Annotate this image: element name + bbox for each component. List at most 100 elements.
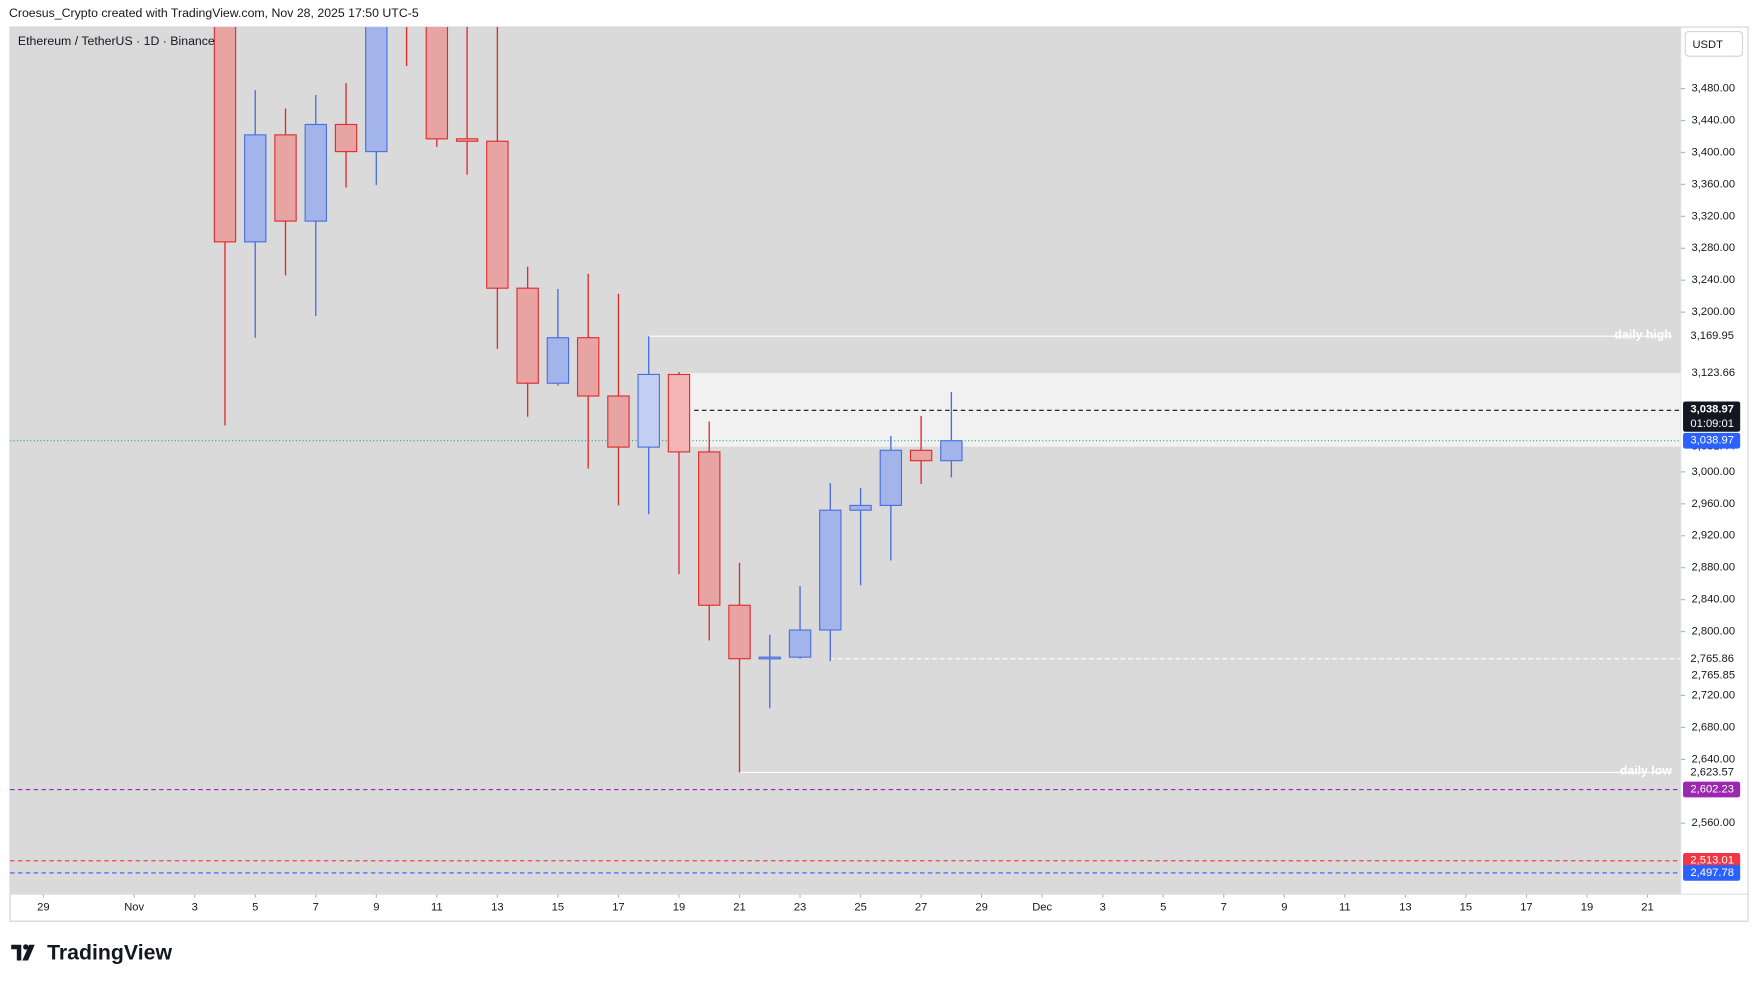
candle-body bbox=[940, 440, 963, 462]
axis-label-box bbox=[1683, 865, 1741, 881]
candle-body bbox=[879, 449, 903, 506]
currency-label[interactable]: USDT bbox=[1692, 39, 1723, 51]
y-tick-label: 2,720.00 bbox=[1692, 689, 1736, 701]
candle-body bbox=[455, 138, 479, 142]
logo-shape bbox=[11, 944, 22, 961]
logo-shape bbox=[22, 944, 35, 961]
y-tick-label: 2,880.00 bbox=[1692, 562, 1736, 574]
x-tick-label: 3 bbox=[1100, 902, 1106, 914]
x-tick-label: 25 bbox=[854, 902, 866, 914]
level-axis-label: 2,765.86 bbox=[1690, 653, 1734, 665]
x-tick-label: 19 bbox=[673, 902, 685, 914]
countdown-time: 01:09:01 bbox=[1690, 418, 1734, 430]
level-annotation: daily low bbox=[1620, 764, 1672, 778]
x-tick-label: 13 bbox=[1399, 902, 1411, 914]
y-tick-label: 3,200.00 bbox=[1692, 306, 1736, 318]
level-axis-label: 2,623.57 bbox=[1690, 766, 1734, 778]
candle-body bbox=[637, 373, 660, 448]
zone-axis-label: 3,123.66 bbox=[1692, 367, 1736, 379]
y-tick-label: 2,920.00 bbox=[1692, 530, 1736, 542]
x-tick-label: 17 bbox=[612, 902, 624, 914]
candle-body bbox=[698, 451, 721, 606]
x-tick-label: 11 bbox=[1339, 902, 1351, 914]
extra-axis-label: 2,765.85 bbox=[1692, 670, 1736, 682]
x-tick-label: 29 bbox=[975, 902, 987, 914]
x-tick-label: 9 bbox=[1281, 902, 1287, 914]
level-axis-label: 2,497.78 bbox=[1690, 867, 1734, 879]
frame bbox=[9, 26, 1749, 922]
level-axis-label: 3,169.95 bbox=[1690, 330, 1734, 342]
axis-layer: 3,480.00 3,440.00 3,400.00 3,360.00 3,320.00… bbox=[37, 82, 1746, 914]
level-axis-label: 2,602.23 bbox=[1690, 783, 1734, 795]
axis-label-box bbox=[1683, 764, 1741, 781]
axis-label-box bbox=[1683, 328, 1741, 344]
y-tick-label: 3,320.00 bbox=[1692, 210, 1736, 222]
axis-label-box bbox=[1683, 651, 1741, 667]
candle-body bbox=[576, 337, 600, 397]
y-tick-label: 3,000.00 bbox=[1692, 466, 1736, 478]
brand-logo bbox=[11, 944, 35, 961]
x-tick-label: 19 bbox=[1581, 902, 1593, 914]
candle-body bbox=[274, 134, 297, 222]
y-tick-label: 2,560.00 bbox=[1692, 817, 1736, 829]
x-tick-label: 17 bbox=[1520, 902, 1532, 914]
candle-body bbox=[244, 134, 267, 243]
x-tick-label: Dec bbox=[1032, 902, 1052, 914]
y-tick-label: 3,440.00 bbox=[1692, 114, 1736, 126]
candle-body bbox=[486, 140, 509, 289]
candle-body bbox=[365, 27, 388, 153]
y-tick-label: 3,240.00 bbox=[1692, 274, 1736, 286]
candle-body bbox=[334, 123, 358, 153]
logo-shape bbox=[23, 944, 29, 950]
symbol-title: Ethereum / TetherUS · 1D · Binance bbox=[18, 34, 215, 48]
x-tick-label: 23 bbox=[794, 902, 806, 914]
x-tick-label: 29 bbox=[37, 902, 49, 914]
x-tick-label: 21 bbox=[1641, 902, 1653, 914]
x-tick-label: Nov bbox=[124, 902, 144, 914]
candle-body bbox=[304, 123, 327, 222]
axis-label-box bbox=[1683, 667, 1746, 684]
x-tick-label: 7 bbox=[1221, 902, 1227, 914]
x-tick-label: 13 bbox=[491, 902, 503, 914]
countdown-price: 3,038.97 bbox=[1690, 403, 1734, 415]
x-tick-label: 3 bbox=[192, 902, 198, 914]
level-axis-label: 2,513.01 bbox=[1690, 855, 1734, 867]
candle-body bbox=[546, 337, 570, 384]
x-tick-label: 15 bbox=[1460, 902, 1472, 914]
axis-label-box bbox=[1683, 852, 1741, 869]
candle-body bbox=[909, 449, 933, 462]
brand-name: TradingView bbox=[47, 940, 172, 964]
y-tick-label: 2,680.00 bbox=[1692, 721, 1736, 733]
candle-body bbox=[788, 629, 812, 658]
candle-body bbox=[819, 509, 842, 631]
x-tick-label: 15 bbox=[552, 902, 564, 914]
candle-body bbox=[849, 504, 872, 511]
y-tick-label: 3,360.00 bbox=[1692, 178, 1736, 190]
plot-layer bbox=[10, 27, 1681, 874]
x-tick-label: 5 bbox=[1160, 902, 1166, 914]
countdown-box bbox=[1683, 401, 1741, 432]
candle-body bbox=[516, 287, 539, 384]
time-axis bbox=[9, 893, 1749, 922]
y-tick-label: 2,840.00 bbox=[1692, 594, 1736, 606]
x-tick-label: 21 bbox=[733, 902, 745, 914]
last-price-box bbox=[1683, 432, 1741, 449]
y-tick-label: 2,960.00 bbox=[1692, 498, 1736, 510]
y-tick-label: 3,280.00 bbox=[1692, 242, 1736, 254]
currency-box[interactable] bbox=[1684, 30, 1743, 57]
candle-body bbox=[667, 373, 691, 453]
x-tick-label: 7 bbox=[313, 902, 319, 914]
y-tick-label: 2,640.00 bbox=[1692, 753, 1736, 765]
y-tick-label: 2,800.00 bbox=[1692, 626, 1736, 638]
candle-body bbox=[607, 395, 630, 448]
header-title: Croesus_Crypto created with TradingView.… bbox=[9, 6, 419, 20]
candle-body bbox=[758, 656, 781, 660]
axis-label-box bbox=[1683, 781, 1741, 798]
y-tick-label: 3,480.00 bbox=[1692, 82, 1736, 94]
candle-body bbox=[728, 604, 751, 660]
candle-body bbox=[425, 27, 449, 140]
y-tick-label: 3,400.00 bbox=[1692, 146, 1736, 158]
level-annotation: daily high bbox=[1614, 327, 1671, 341]
